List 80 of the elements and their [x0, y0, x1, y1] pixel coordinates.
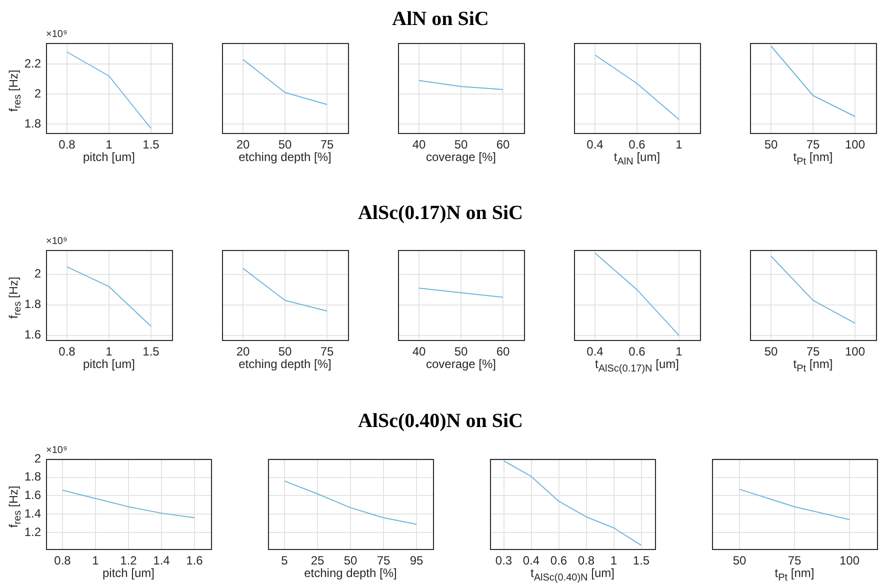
x-axis-title: t$_{AlN}$ [um]: [612, 150, 662, 170]
x-tick-label: 50: [764, 344, 778, 359]
x-tick-label: 0.8: [58, 138, 76, 152]
x-axis-title: t$_{Pt}$ [nm]: [792, 357, 834, 376]
x-axis-title: etching depth [%]: [303, 566, 398, 580]
x-tick-label: 60: [496, 138, 510, 152]
x-tick-label: 0.6: [628, 344, 646, 359]
x-axis-title: coverage [%]: [424, 357, 498, 371]
x-tick-label: 0.4: [586, 138, 604, 152]
x-tick-label: 20: [236, 138, 250, 152]
x-tick-label: 75: [320, 344, 334, 359]
x-tick-label: 50: [732, 554, 746, 568]
x-tick-label: 1: [106, 138, 113, 152]
x-tick-label: 40: [412, 344, 426, 359]
y-tick-label: 1.6: [24, 488, 42, 502]
x-axis-title: pitch [um]: [82, 150, 136, 164]
text: ×10⁹: [46, 235, 68, 249]
x-tick-label: 1.6: [186, 554, 204, 568]
x-tick-label: 75: [806, 344, 820, 359]
y-tick-label: 1.8: [24, 116, 42, 130]
x-tick-label: 1.5: [142, 138, 160, 152]
y-tick-label: 2.2: [24, 56, 42, 70]
x-tick-label: 50: [454, 138, 468, 152]
y-tick-label: 2: [34, 451, 42, 466]
x-tick-label: 1.5: [142, 344, 160, 359]
x-tick-label: 50: [278, 138, 292, 152]
x-tick-label: 75: [320, 138, 334, 152]
x-tick-label: 75: [788, 554, 802, 568]
x-tick-label: 1: [92, 554, 100, 568]
y-tick-label: 1.8: [24, 470, 42, 484]
x-axis-title: pitch [um]: [101, 566, 156, 580]
x-tick-label: 0.4: [522, 554, 540, 568]
chart-title: AlN on SiC: [392, 8, 489, 30]
x-axis-title: t$_{Pt}$ [nm]: [792, 150, 834, 170]
x-tick-label: 1: [610, 554, 618, 568]
x-tick-label: 60: [496, 344, 510, 359]
x-axis-title: t$_{AlSc(0.40)N}$ [um]: [530, 566, 616, 585]
x-tick-label: 1.2: [120, 554, 138, 568]
x-tick-label: 50: [344, 554, 358, 568]
x-tick-label: 0.3: [495, 554, 512, 568]
x-tick-label: 95: [410, 554, 424, 568]
x-axis-title: etching depth [%]: [238, 150, 332, 164]
x-tick-label: 75: [376, 554, 390, 568]
y-tick-label: 1.6: [24, 328, 42, 342]
x-axis-title: t$_{Pt}$ [nm]: [774, 566, 816, 585]
x-tick-label: 100: [844, 344, 866, 359]
x-tick-label: 50: [454, 344, 468, 359]
chart-title: AlSc(0.17)N on SiC: [356, 202, 524, 225]
x-tick-label: 50: [278, 344, 292, 359]
x-axis-title: pitch [um]: [82, 357, 136, 371]
x-axis-title: etching depth [%]: [238, 357, 332, 371]
x-tick-label: 25: [310, 554, 324, 568]
x-tick-label: 0.6: [628, 138, 646, 152]
x-tick-label: 1: [106, 344, 113, 359]
x-tick-label: 40: [412, 138, 426, 152]
x-tick-label: 0.8: [578, 554, 595, 568]
y-tick-label: 2: [34, 86, 42, 100]
x-tick-label: 1: [676, 344, 683, 359]
y-tick-label: 2: [34, 266, 42, 281]
x-axis-title: coverage [%]: [424, 150, 498, 164]
y-tick-label: 1.4: [24, 506, 42, 520]
x-tick-label: 20: [236, 344, 250, 359]
x-tick-label: 75: [806, 138, 820, 152]
x-tick-label: 0.8: [58, 344, 76, 359]
x-tick-label: 50: [764, 138, 778, 152]
text: ×10⁹: [46, 444, 68, 458]
y-tick-label: 1.8: [24, 297, 42, 312]
chart-title: AlSc(0.40)N on SiC: [356, 410, 524, 433]
x-axis-title: t$_{AlSc(0.17)N}$ [um]: [594, 357, 680, 376]
y-tick-label: 1.2: [24, 524, 42, 539]
x-tick-label: 0.8: [54, 554, 72, 568]
x-tick-label: 0.4: [586, 344, 604, 359]
x-tick-label: 1.5: [632, 554, 650, 568]
x-tick-label: 0.6: [550, 554, 568, 568]
x-tick-label: 100: [844, 138, 866, 152]
x-tick-label: 1.4: [153, 554, 170, 568]
x-tick-label: 100: [839, 554, 860, 568]
x-tick-label: 1: [676, 138, 683, 152]
text: ×10⁹: [46, 28, 68, 42]
x-tick-label: 5: [281, 554, 288, 568]
